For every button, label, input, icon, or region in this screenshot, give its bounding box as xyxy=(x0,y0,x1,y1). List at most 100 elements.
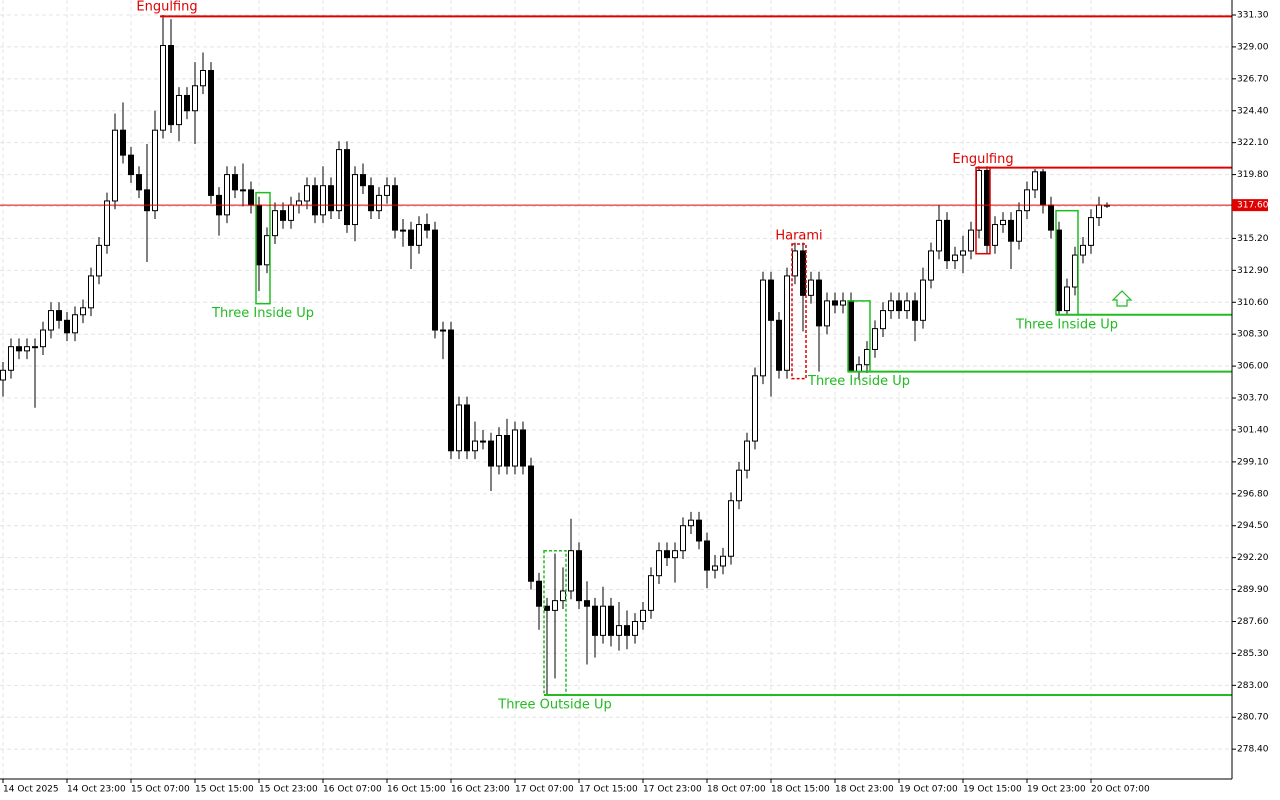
candle-body xyxy=(320,185,326,216)
y-tick-label: 287.60 xyxy=(1237,617,1269,627)
x-tick-label: 18 Oct 23:00 xyxy=(835,785,894,795)
candle-body xyxy=(688,519,694,527)
candle-body xyxy=(384,185,390,196)
candle-body xyxy=(192,85,198,112)
candle-body xyxy=(728,500,734,557)
x-tick-label: 15 Oct 07:00 xyxy=(131,785,190,795)
candle-body xyxy=(56,310,62,321)
candle-body xyxy=(112,129,118,202)
y-tick-label: 312.90 xyxy=(1237,266,1269,276)
candle-body xyxy=(528,465,534,582)
candle-body xyxy=(400,229,406,232)
candle-body xyxy=(472,440,478,452)
candle-body xyxy=(632,620,638,636)
candle-body xyxy=(856,364,862,373)
candle-body xyxy=(864,348,870,366)
candle-body xyxy=(848,300,854,373)
candle-body xyxy=(1024,189,1030,212)
buy-arrow xyxy=(1111,290,1133,307)
y-tick-label: 299.10 xyxy=(1237,457,1269,467)
candle-body xyxy=(560,590,566,602)
x-tick-label: 19 Oct 23:00 xyxy=(1027,785,1086,795)
y-tick-label: 306.00 xyxy=(1237,362,1269,372)
pattern-box xyxy=(791,243,807,380)
candle-body xyxy=(336,149,342,212)
candle-body xyxy=(272,210,278,237)
x-tick-label: 14 Oct 23:00 xyxy=(67,785,126,795)
pattern-label: Harami xyxy=(775,228,822,243)
candle-body xyxy=(72,314,78,334)
candle-body xyxy=(504,435,510,467)
y-tick-label: 303.70 xyxy=(1237,394,1269,404)
candle-body xyxy=(832,300,838,306)
candle-body xyxy=(656,550,662,577)
pattern-label: Three Inside Up xyxy=(807,374,910,389)
candle-body xyxy=(1080,244,1086,256)
candle-body xyxy=(576,550,582,602)
candle-body xyxy=(16,346,22,352)
candle-body xyxy=(176,94,182,126)
candle-body xyxy=(96,244,102,277)
candle-body xyxy=(488,440,494,467)
y-tick-label: 289.90 xyxy=(1237,585,1269,595)
pattern-box xyxy=(255,191,271,305)
x-tick-label: 18 Oct 15:00 xyxy=(771,785,830,795)
candle-body xyxy=(840,300,846,306)
candle-body xyxy=(744,440,750,471)
x-tick-label: 20 Oct 07:00 xyxy=(1091,785,1150,795)
candle-body xyxy=(432,229,438,331)
y-tick-label: 326.70 xyxy=(1237,74,1269,84)
candle-body xyxy=(1008,219,1014,242)
candle-body xyxy=(456,404,462,452)
candle-body xyxy=(1032,171,1038,191)
candle-body xyxy=(304,185,310,202)
y-tick-label: 278.40 xyxy=(1237,745,1269,755)
candle-body xyxy=(136,174,142,191)
candle-body xyxy=(32,346,38,349)
candle-body xyxy=(88,275,94,309)
candle-body xyxy=(392,185,398,231)
candle-body xyxy=(936,219,942,252)
candle-body xyxy=(24,346,30,352)
grid xyxy=(0,0,1232,779)
candle-body xyxy=(440,329,446,332)
x-tick-label: 19 Oct 07:00 xyxy=(899,785,958,795)
y-tick-label: 310.60 xyxy=(1237,298,1269,308)
candle-body xyxy=(64,319,70,334)
x-tick-label: 15 Oct 15:00 xyxy=(195,785,254,795)
candle-body xyxy=(128,154,134,176)
x-tick-label: 17 Oct 15:00 xyxy=(579,785,638,795)
candle-body xyxy=(360,174,366,187)
candle-body xyxy=(896,300,902,312)
candle-body xyxy=(696,519,702,542)
candle-body xyxy=(1096,204,1102,219)
x-tick-label: 16 Oct 07:00 xyxy=(323,785,382,795)
candle-body xyxy=(752,375,758,442)
candle-body xyxy=(288,204,294,221)
candle-body xyxy=(120,129,126,156)
last-price-label: 317.60 xyxy=(1237,201,1269,211)
candle-body xyxy=(928,250,934,281)
last-price-tag xyxy=(1232,199,1268,212)
candle-body xyxy=(944,219,950,262)
candle-body xyxy=(800,250,806,296)
candle-body xyxy=(48,310,54,331)
pattern-label: Three Inside Up xyxy=(211,306,314,321)
candle-body xyxy=(1016,210,1022,242)
y-tick-label: 315.20 xyxy=(1237,234,1269,244)
candle-body xyxy=(232,174,238,191)
candle-body xyxy=(328,185,334,212)
y-tick-label: 283.00 xyxy=(1237,681,1269,691)
candle-body xyxy=(0,369,6,381)
y-tick-label: 329.00 xyxy=(1237,42,1269,52)
candle-body xyxy=(976,169,982,231)
candle-body xyxy=(736,469,742,502)
candle-body xyxy=(520,429,526,467)
pattern-label: Three Inside Up xyxy=(1015,317,1118,332)
candle-body xyxy=(184,94,190,112)
axes: 331.30 329.00 326.70 324.40 322.10 319.80 317.… xyxy=(2,10,1269,795)
y-tick-label: 308.30 xyxy=(1237,330,1269,340)
x-tick-label: 17 Oct 07:00 xyxy=(515,785,574,795)
candle-body xyxy=(376,194,382,212)
